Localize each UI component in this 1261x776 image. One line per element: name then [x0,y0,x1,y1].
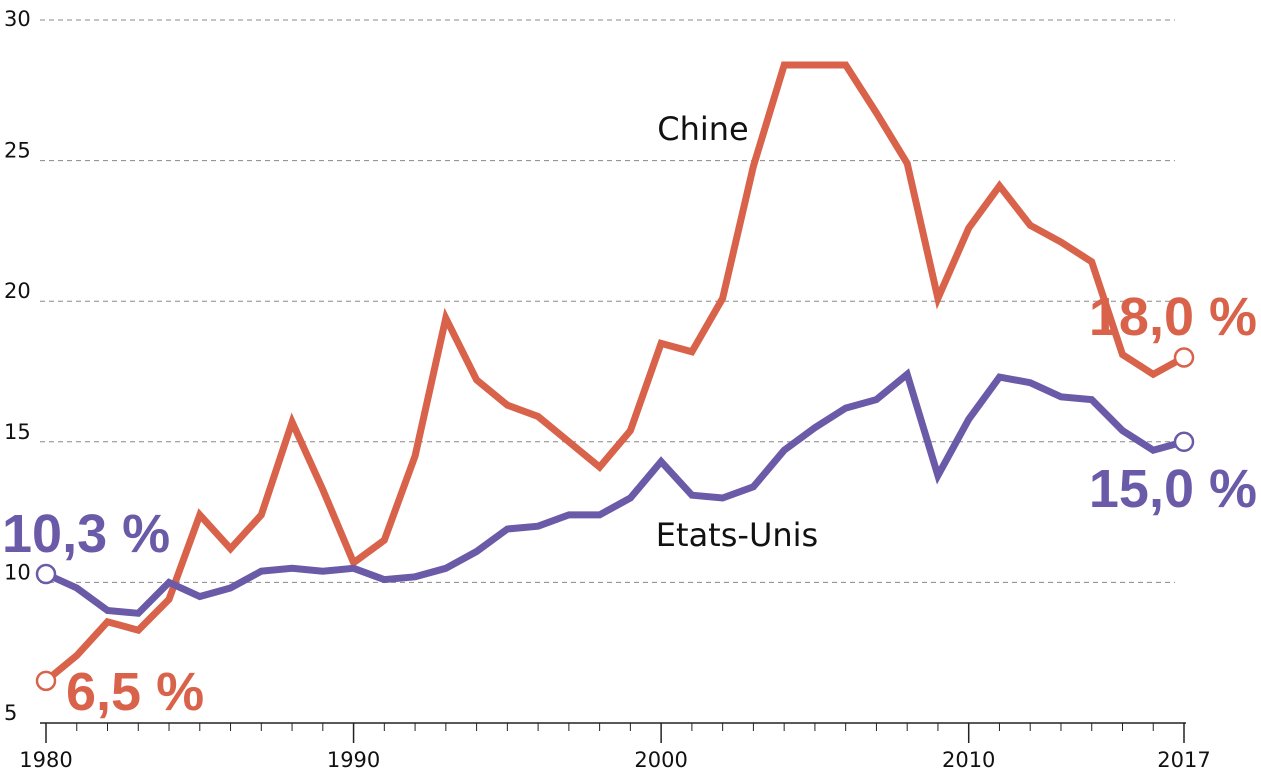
x-tick-label: 2000 [634,748,687,772]
series-line-etats-unis [44,368,1185,617]
axes: 5 10 15 20 25 30 1980 1990 2000 2010 2017 [4,7,1211,772]
x-tick-label: 1980 [19,748,72,772]
y-tick-label: 15 [4,420,31,444]
chine-end-label: 18,0 % [1089,287,1257,347]
endpoint-marker [35,670,57,692]
endpoint-marker [1173,347,1195,368]
gridlines [40,19,1175,583]
y-tick-label: 5 [4,701,17,725]
endpoint-marker [35,563,57,585]
y-tick-label: 20 [4,279,31,303]
series-lines [35,61,1195,692]
series-name-label: Etats-Unis [656,516,818,554]
x-tick-label: 2010 [942,748,995,772]
y-tick-label: 25 [4,139,31,163]
y-tick-label: 30 [4,7,31,31]
etats-unis-start-label: 10,3 % [2,504,170,564]
endpoint-marker [1173,431,1195,453]
chart-labels: Chine Etats-Unis 6,5 % 18,0 % 10,3 % 15,0 % [2,110,1257,722]
series-line-chine [43,61,1186,684]
series-name-label: Chine [657,110,748,148]
chine-start-label: 6,5 % [66,662,204,722]
x-tick-label: 2017 [1157,748,1210,772]
y-tick-label: 10 [4,560,31,584]
etats-unis-end-label: 15,0 % [1089,459,1257,519]
x-tick-label: 1990 [327,748,380,772]
